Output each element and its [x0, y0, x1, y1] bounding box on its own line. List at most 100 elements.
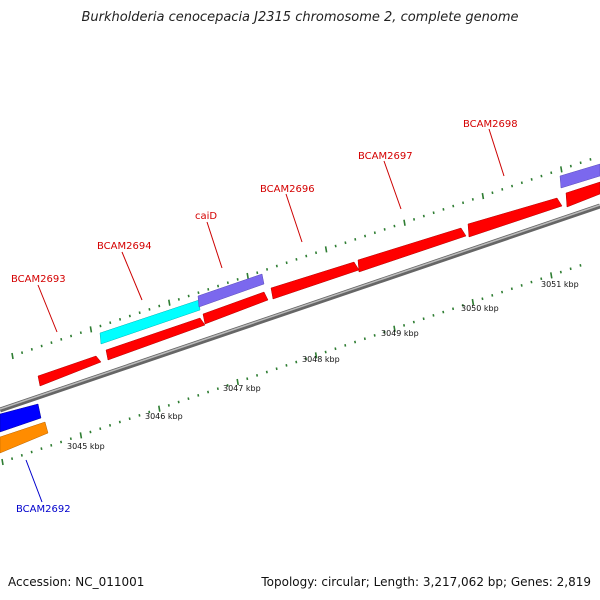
- feature-track-forward: [37, 181, 600, 387]
- feature-cyan-bar[interactable]: [99, 299, 201, 345]
- minor-tick: [79, 331, 82, 335]
- minor-tick: [481, 297, 484, 301]
- minor-tick: [89, 430, 92, 434]
- feature-purple-bar-1[interactable]: [197, 273, 265, 308]
- gene-bcam2697-arrow[interactable]: [357, 227, 467, 273]
- minor-tick: [275, 367, 278, 371]
- scale-label-3051: 3051 kbp: [541, 280, 579, 289]
- gene-label-bcam2694[interactable]: BCAM2694: [97, 241, 152, 252]
- minor-tick: [520, 284, 523, 287]
- minor-tick: [197, 291, 200, 295]
- gene-label-caid[interactable]: caiD: [195, 211, 217, 222]
- minor-tick: [187, 397, 190, 401]
- callout-line-caid: [206, 221, 223, 269]
- minor-tick: [118, 420, 121, 424]
- minor-tick: [334, 347, 337, 351]
- minor-tick: [412, 320, 415, 324]
- scale-label-3048: 3048 kbp: [302, 355, 340, 364]
- major-tick: [236, 378, 239, 386]
- gene-label-bcam2696[interactable]: BCAM2696: [260, 184, 315, 195]
- minor-tick: [30, 450, 33, 454]
- major-tick: [393, 325, 396, 332]
- minor-tick: [40, 447, 43, 451]
- minor-tick: [373, 334, 376, 337]
- feature-purple-bar-2[interactable]: [559, 163, 600, 189]
- gene-label-bcam2697[interactable]: BCAM2697: [358, 151, 413, 162]
- gene-bcam2693-arrow[interactable]: [37, 355, 102, 387]
- minor-tick: [119, 317, 122, 321]
- minor-tick: [50, 341, 53, 345]
- gene-next-arrow[interactable]: [565, 181, 600, 208]
- feature-orange-bar[interactable]: [0, 421, 49, 454]
- minor-tick: [138, 311, 141, 315]
- minor-tick: [138, 413, 141, 417]
- minor-tick: [501, 188, 504, 191]
- minor-tick: [383, 330, 386, 334]
- minor-tick: [452, 204, 455, 208]
- scale-ticks: [1, 158, 592, 466]
- major-tick: [89, 326, 93, 333]
- minor-tick: [256, 271, 259, 275]
- gene-label-bcam2698[interactable]: BCAM2698: [463, 119, 518, 130]
- major-tick: [314, 352, 318, 359]
- minor-tick: [501, 290, 504, 294]
- minor-tick: [559, 270, 562, 274]
- gene-callouts: [25, 128, 505, 503]
- minor-tick: [569, 267, 572, 271]
- callout-line-bcam2692: [25, 459, 43, 503]
- minor-tick: [305, 254, 308, 258]
- minor-tick: [363, 337, 366, 341]
- minor-tick: [20, 453, 23, 457]
- scale-label-3045: 3045 kbp: [67, 442, 105, 451]
- minor-tick: [413, 218, 416, 221]
- minor-tick: [148, 410, 151, 414]
- map-title: Burkholderia cenocepacia J2315 chromosom…: [81, 10, 519, 25]
- minor-tick: [275, 264, 278, 268]
- minor-tick: [246, 377, 249, 381]
- callout-line-bcam2693: [37, 284, 58, 333]
- minor-tick: [461, 304, 464, 307]
- major-tick: [79, 432, 83, 439]
- feature-blue-bar[interactable]: [0, 403, 42, 433]
- gene-label-bcam2692[interactable]: BCAM2692: [16, 504, 71, 515]
- scale-label-3046: 3046 kbp: [145, 412, 183, 421]
- minor-tick: [344, 241, 347, 245]
- minor-tick: [266, 268, 269, 271]
- minor-tick: [295, 258, 298, 261]
- chromosome-backbone: [0, 203, 600, 413]
- major-tick: [11, 352, 14, 360]
- minor-tick: [403, 324, 406, 327]
- minor-tick: [393, 224, 396, 228]
- minor-tick: [207, 390, 210, 394]
- minor-tick: [520, 181, 523, 185]
- minor-tick: [236, 278, 239, 281]
- minor-tick: [70, 334, 73, 338]
- minor-tick: [511, 184, 514, 188]
- minor-tick: [50, 443, 53, 447]
- minor-tick: [226, 281, 229, 285]
- gene-caid-arrow[interactable]: [202, 291, 269, 325]
- gene-bcam2698-arrow[interactable]: [467, 197, 563, 238]
- major-tick: [403, 219, 406, 226]
- feature-track-secondary: [99, 163, 600, 345]
- minor-tick: [128, 314, 131, 318]
- gene-labels: BCAM2692 BCAM2693 BCAM2694 caiD BCAM2696…: [11, 119, 518, 515]
- callout-line-bcam2698: [488, 128, 505, 177]
- major-tick: [168, 299, 171, 306]
- minor-tick: [207, 287, 210, 291]
- genome-summary-text: Topology: circular; Length: 3,217,062 bp…: [261, 575, 591, 589]
- minor-tick: [69, 437, 72, 441]
- minor-tick: [354, 238, 357, 241]
- minor-tick: [491, 294, 494, 297]
- minor-tick: [579, 264, 582, 267]
- minor-tick: [540, 174, 543, 178]
- major-tick: [1, 458, 4, 466]
- minor-tick: [422, 214, 425, 218]
- minor-tick: [285, 364, 288, 367]
- gene-label-bcam2693[interactable]: BCAM2693: [11, 274, 66, 285]
- gene-bcam2694-arrow[interactable]: [105, 317, 206, 361]
- minor-tick: [217, 284, 220, 288]
- minor-tick: [432, 314, 435, 317]
- minor-tick: [285, 261, 288, 265]
